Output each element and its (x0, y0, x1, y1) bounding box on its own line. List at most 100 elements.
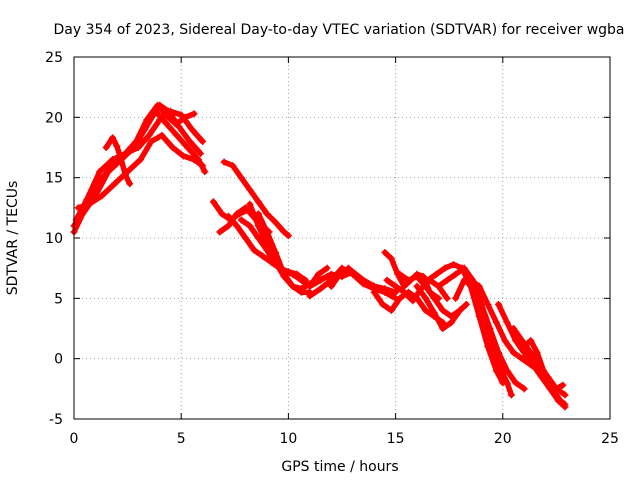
data-point (218, 210, 226, 218)
x-tick-label: 0 (70, 431, 79, 447)
data-point (520, 385, 528, 393)
data-point (495, 349, 503, 357)
data-point (162, 119, 170, 127)
data-point (400, 282, 408, 290)
data-point (263, 228, 271, 236)
data-point (439, 325, 447, 332)
x-axis-label: GPS time / hours (281, 459, 398, 475)
data-point (400, 288, 408, 296)
data-point (475, 312, 483, 320)
data-point (503, 367, 511, 375)
data-point (85, 200, 93, 208)
data-point (121, 150, 129, 158)
data-point (531, 355, 539, 363)
data-point (492, 318, 500, 326)
series-track-6 (156, 101, 198, 127)
data-point (280, 228, 288, 236)
data-point (518, 355, 526, 363)
data-marks (70, 101, 569, 411)
data-point (143, 116, 151, 124)
y-tick-label: -5 (49, 412, 63, 428)
data-point (242, 234, 250, 242)
data-point (190, 156, 198, 164)
data-point (396, 270, 404, 278)
series-track-20 (396, 270, 464, 320)
data-point (201, 168, 209, 176)
data-point (381, 288, 389, 296)
data-point (209, 198, 217, 206)
data-point (443, 276, 451, 284)
data-point (196, 150, 204, 158)
data-point (102, 144, 110, 151)
data-point (306, 292, 314, 300)
data-point (387, 306, 395, 314)
data-point (145, 131, 153, 139)
data-point (495, 300, 503, 308)
series-track-21 (413, 282, 470, 332)
data-point (379, 300, 387, 308)
data-point (561, 401, 569, 409)
data-point (216, 228, 224, 236)
data-point (106, 164, 114, 172)
data-point (537, 367, 545, 375)
data-point (272, 248, 280, 256)
data-point (317, 276, 325, 284)
series-track-7 (220, 158, 292, 240)
data-point (503, 318, 511, 326)
data-point (439, 306, 447, 314)
y-tick-label: 20 (45, 110, 63, 126)
data-point (284, 232, 292, 240)
data-point (229, 162, 237, 170)
y-tick-label: 25 (45, 50, 63, 66)
data-point (224, 222, 232, 230)
data-point (289, 282, 297, 290)
data-point (527, 349, 535, 357)
data-point (484, 300, 492, 308)
x-tick-label: 25 (601, 431, 619, 447)
data-point (370, 282, 378, 290)
data-point (512, 337, 520, 345)
data-point (190, 110, 198, 118)
data-point (109, 134, 117, 142)
data-point (109, 156, 117, 164)
data-point (259, 252, 267, 260)
data-point (527, 337, 535, 345)
data-point (441, 264, 449, 272)
data-point (443, 294, 451, 302)
x-tick-label: 5 (177, 431, 186, 447)
data-point (317, 285, 325, 293)
data-point (126, 180, 134, 188)
data-point (246, 186, 254, 194)
data-point (404, 276, 412, 284)
data-point (503, 379, 511, 387)
data-point (475, 282, 483, 290)
series-trace (425, 261, 506, 386)
series-track-5 (102, 134, 134, 188)
data-point (233, 210, 241, 218)
data-point (422, 282, 430, 290)
data-point (370, 288, 378, 296)
data-point (467, 276, 475, 284)
data-point (507, 391, 515, 399)
data-point (495, 361, 503, 369)
data-point (173, 131, 181, 139)
data-point (460, 276, 468, 284)
series-track-29 (531, 355, 569, 409)
data-point (242, 204, 250, 212)
data-point (136, 156, 144, 164)
data-point (98, 192, 106, 200)
data-point (96, 168, 104, 176)
data-point (561, 391, 569, 399)
y-axis-label: SDTVAR / TECUs (5, 181, 21, 296)
data-point (477, 300, 485, 308)
data-point (533, 349, 541, 357)
data-point (424, 276, 432, 284)
data-point (432, 270, 440, 278)
series-trace (103, 135, 133, 187)
data-point (179, 152, 187, 160)
data-point (434, 282, 442, 290)
x-tick-label: 15 (387, 431, 405, 447)
data-point (186, 137, 194, 145)
